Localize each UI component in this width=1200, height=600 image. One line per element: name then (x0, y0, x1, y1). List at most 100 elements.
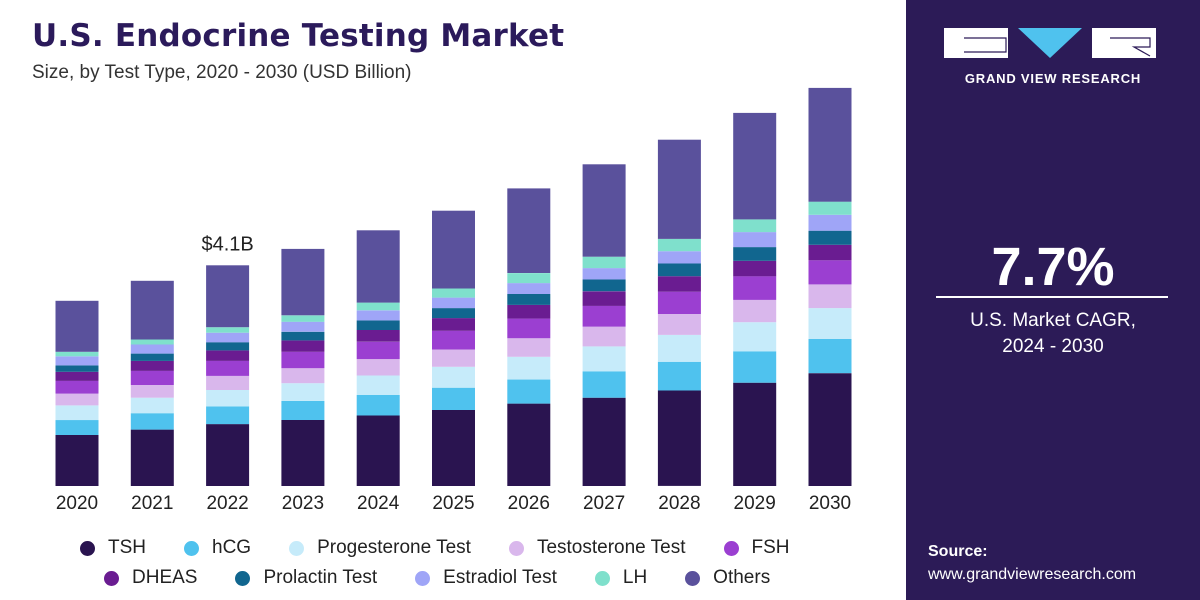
bar-segment-tsh-2027 (582, 397, 626, 486)
bar-segment-dheas-2023 (281, 340, 325, 352)
source-link[interactable]: www.grandviewresearch.com (928, 566, 1137, 583)
x-tick-label-2029: 2029 (734, 493, 776, 514)
bar-segment-fsh-2027 (582, 305, 626, 327)
bar-segment-tsh-2020 (55, 435, 99, 486)
bar-segment-prolactin-test-2029 (733, 247, 777, 261)
bar-segment-estradiol-test-2029 (733, 232, 777, 248)
bar-segment-hcg-2030 (808, 339, 852, 374)
bar-segment-others-2026 (507, 188, 551, 273)
cagr-label-line-2: 2024 - 2030 (1002, 336, 1104, 357)
bar-segment-lh-2024 (356, 302, 400, 311)
bar-segment-fsh-2020 (55, 380, 99, 394)
bar-segment-fsh-2024 (356, 341, 400, 360)
bar-segment-others-2020 (55, 300, 99, 352)
bar-segment-lh-2027 (582, 256, 626, 269)
bar-segment-others-2024 (356, 230, 400, 303)
legend-item-prolactin-test: Prolactin Test (235, 567, 377, 589)
bar-segment-others-2025 (432, 210, 475, 289)
bar-segment-progesterone-test-2022 (206, 390, 250, 407)
legend-swatch (415, 570, 431, 586)
bar-segment-progesterone-test-2029 (733, 322, 777, 352)
bar-segment-progesterone-test-2023 (281, 383, 325, 401)
bar-segment-lh-2028 (657, 238, 701, 252)
bar-segment-others-2027 (582, 164, 626, 257)
legend-row: TSH hCG Progesterone Test Testosterone Test… (80, 533, 910, 563)
bar-segment-prolactin-test-2030 (808, 230, 852, 245)
legend-item-others: Others (685, 567, 770, 589)
bar-segment-fsh-2029 (733, 276, 777, 300)
bar-segment-fsh-2028 (657, 291, 701, 314)
legend-label: TSH (108, 537, 146, 558)
bar-segment-tsh-2022 (206, 424, 250, 486)
bar-segment-hcg-2023 (281, 400, 325, 420)
bar-segment-estradiol-test-2025 (432, 297, 475, 309)
bar-segment-dheas-2030 (808, 244, 852, 261)
cagr-value: 7.7% (991, 237, 1115, 297)
bar-segment-progesterone-test-2024 (356, 375, 400, 395)
bar-segment-hcg-2024 (356, 395, 400, 416)
bar-segment-dheas-2022 (206, 350, 250, 361)
bar-segment-testosterone-test-2020 (55, 393, 99, 406)
legend-swatch (594, 570, 610, 586)
bar-segment-prolactin-test-2025 (432, 308, 475, 319)
legend-row: DHEAS Prolactin Test Estradiol Test LH Other… (80, 563, 910, 593)
bar-segment-testosterone-test-2021 (130, 385, 174, 398)
bar-segment-testosterone-test-2026 (507, 338, 551, 357)
bar-segment-progesterone-test-2025 (432, 366, 475, 388)
bar-segment-lh-2025 (432, 288, 475, 298)
bar-segment-lh-2026 (507, 273, 551, 284)
bar-segment-progesterone-test-2026 (507, 356, 551, 380)
bar-segment-dheas-2020 (55, 371, 99, 381)
legend-item-hcg: hCG (184, 537, 251, 559)
bar-segment-tsh-2021 (130, 429, 174, 486)
bar-segment-estradiol-test-2023 (281, 321, 325, 332)
bar-segment-prolactin-test-2026 (507, 294, 551, 305)
bar-segment-estradiol-test-2024 (356, 310, 400, 321)
bar-segment-testosterone-test-2030 (808, 284, 852, 309)
bar-segment-testosterone-test-2028 (657, 314, 701, 335)
stacked-bar-chart: 2020 2021 2022 $4.1B 2023 2024 2025 2026 2027 202… (55, 87, 852, 514)
bar-segment-others-2029 (733, 112, 777, 220)
legend-label: hCG (212, 537, 252, 558)
bar-segment-fsh-2030 (808, 260, 852, 285)
legend-label: Estradiol Test (443, 567, 557, 588)
x-tick-label-2028: 2028 (658, 493, 700, 514)
legend-swatch (235, 570, 251, 586)
bar-segment-lh-2022 (206, 327, 250, 333)
legend-swatch (723, 540, 739, 556)
x-tick-label-2023: 2023 (282, 493, 324, 514)
bar-segment-prolactin-test-2022 (206, 342, 250, 351)
bar-segment-progesterone-test-2030 (808, 308, 852, 339)
bar-segment-hcg-2022 (206, 406, 250, 425)
legend-label: DHEAS (132, 567, 198, 588)
bar-segment-hcg-2021 (130, 413, 174, 430)
legend-label: Prolactin Test (263, 567, 378, 588)
bar-segment-progesterone-test-2020 (55, 405, 99, 421)
bar-segment-tsh-2024 (356, 415, 400, 486)
bar-segment-dheas-2021 (130, 360, 174, 371)
bar-segment-estradiol-test-2022 (206, 332, 250, 343)
bar-segment-tsh-2026 (507, 403, 551, 486)
bar-segment-estradiol-test-2027 (582, 268, 626, 280)
bar-segment-progesterone-test-2028 (657, 334, 701, 362)
x-tick-label-2030: 2030 (809, 493, 851, 514)
bar-segment-prolactin-test-2023 (281, 331, 325, 341)
bar-segment-lh-2023 (281, 315, 325, 322)
divider (936, 296, 1168, 298)
brand-name: GRAND VIEW RESEARCH (964, 71, 1142, 86)
bar-segment-hcg-2025 (432, 387, 475, 410)
grand-view-research-logo (944, 28, 1156, 58)
bar-segment-dheas-2029 (733, 260, 777, 277)
legend-item-progesterone-test: Progesterone Test (289, 537, 471, 559)
bar-segment-dheas-2025 (432, 318, 475, 331)
bar-segment-prolactin-test-2021 (130, 353, 174, 361)
x-tick-label-2024: 2024 (357, 493, 400, 514)
source-label: Source: (928, 543, 988, 560)
bar-segment-lh-2021 (130, 339, 174, 345)
legend-item-tsh: TSH (80, 537, 146, 559)
bar-segment-fsh-2025 (432, 330, 475, 350)
cagr-label: U.S. Market CAGR, 2024 - 2030 (906, 308, 1200, 360)
bar-segment-testosterone-test-2027 (582, 326, 626, 347)
chart-subtitle: Size, by Test Type, 2020 - 2030 (USD Bil… (32, 62, 412, 83)
bar-segment-fsh-2023 (281, 351, 325, 369)
